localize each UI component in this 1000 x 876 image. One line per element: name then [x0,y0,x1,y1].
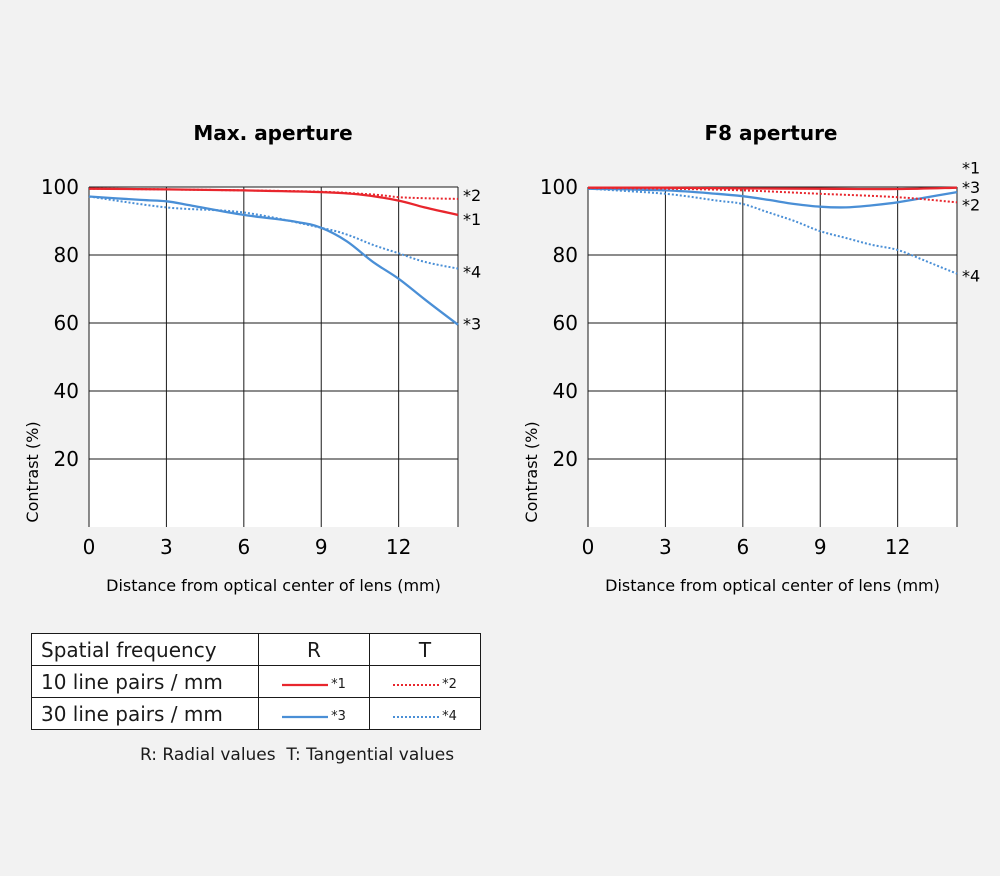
legend-marker-2: *2 [442,677,457,692]
legend-header-t: T [369,633,481,666]
x-tick-label: 9 [315,535,328,559]
series-line-mtf4 [88,195,459,270]
x-tick-label: 0 [83,535,96,559]
legend-marker-3: *3 [331,709,346,724]
plot-area [588,187,957,527]
series-end-label: *3 [463,315,481,334]
legend-sample-r-30lp: *3 [258,697,370,730]
y-tick-label: 20 [54,447,79,471]
x-tick-label: 12 [386,535,411,559]
y-tick-label: 60 [553,311,578,335]
series-end-label: *2 [463,186,481,205]
legend-header-r: R [258,633,370,666]
series-line-mtf3 [88,195,459,326]
x-tick-label: 0 [582,535,595,559]
x-tick-label: 3 [659,535,672,559]
chart-title: Max. aperture [193,121,352,145]
legend-marker-4: *4 [442,709,457,724]
x-tick-label: 6 [237,535,250,559]
series-line-mtf3 [587,187,958,209]
x-tick-label: 12 [885,535,910,559]
legend-row-label: 10 line pairs / mm [31,665,259,698]
legend-sample-t-10lp: *2 [369,665,481,698]
series-end-label: *4 [463,263,481,282]
series-end-label: *1 [962,159,980,178]
x-tick-label: 9 [814,535,827,559]
series-end-label: *2 [962,195,980,214]
y-tick-label: 100 [540,175,578,199]
series-line-mtf2 [587,187,958,204]
legend-row-label: 30 line pairs / mm [31,697,259,730]
series-end-label: *4 [962,267,980,286]
series-line-mtf1 [88,187,459,217]
x-tick-label: 3 [160,535,173,559]
series-end-label: *1 [463,210,481,229]
legend-sample-t-30lp: *4 [369,697,481,730]
x-tick-label: 6 [736,535,749,559]
y-tick-label: 80 [553,243,578,267]
plot-area [89,187,458,527]
legend-footnote: R: Radial values T: Tangential values [140,745,455,765]
series-end-label: *3 [962,178,980,197]
y-axis-label: Contrast (%) [23,421,42,522]
legend-table: Spatial frequency R T 10 line pairs / mm… [31,633,481,730]
legend-header-label: Spatial frequency [31,633,259,666]
legend-marker-1: *1 [331,677,346,692]
chart-title: F8 aperture [704,121,837,145]
x-axis-label: Distance from optical center of lens (mm… [605,576,940,595]
y-tick-label: 100 [41,175,79,199]
x-axis-label: Distance from optical center of lens (mm… [106,576,441,595]
y-tick-label: 20 [553,447,578,471]
legend-row-30lp: 30 line pairs / mm *3 *4 [31,697,481,730]
legend-sample-r-10lp: *1 [258,665,370,698]
series-line-mtf4 [587,187,958,275]
y-tick-label: 40 [553,379,578,403]
y-tick-label: 80 [54,243,79,267]
y-axis-label: Contrast (%) [522,421,541,522]
y-tick-label: 40 [54,379,79,403]
legend-row-10lp: 10 line pairs / mm *1 *2 [31,665,481,698]
y-tick-label: 60 [54,311,79,335]
legend-header-row: Spatial frequency R T [31,633,481,666]
